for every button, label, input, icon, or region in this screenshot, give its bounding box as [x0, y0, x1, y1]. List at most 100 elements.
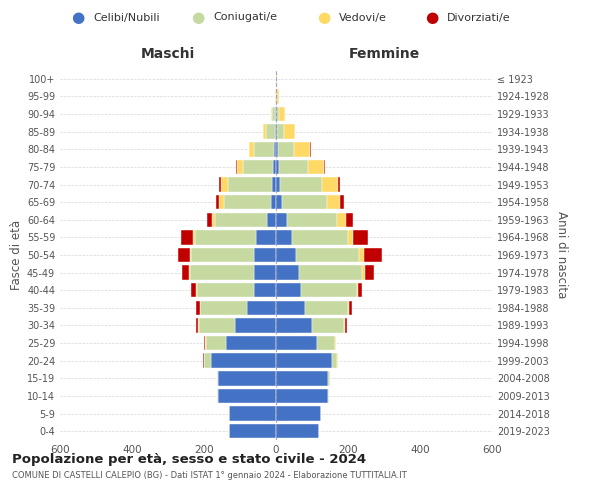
Bar — [218, 388, 276, 403]
Bar — [276, 142, 278, 156]
Text: ●: ● — [191, 10, 205, 25]
Text: COMUNE DI CASTELLI CALEPIO (BG) - Dati ISTAT 1° gennaio 2024 - Elaborazione TUTT: COMUNE DI CASTELLI CALEPIO (BG) - Dati I… — [12, 470, 407, 480]
Bar — [189, 266, 190, 280]
Bar — [317, 336, 335, 350]
Bar — [254, 142, 274, 156]
Bar — [277, 107, 279, 122]
Bar — [218, 371, 276, 386]
Bar — [217, 371, 218, 386]
Bar — [235, 318, 276, 332]
Bar — [215, 212, 267, 227]
Bar — [191, 248, 254, 262]
Bar — [279, 107, 284, 122]
Bar — [276, 212, 287, 227]
Bar — [345, 318, 347, 332]
Bar — [266, 124, 275, 139]
Bar — [324, 160, 325, 174]
Bar — [344, 318, 345, 332]
Bar — [276, 266, 299, 280]
Bar — [199, 318, 235, 332]
Bar — [322, 178, 338, 192]
Bar — [206, 212, 212, 227]
Bar — [204, 354, 211, 368]
Bar — [276, 336, 317, 350]
Bar — [364, 248, 382, 262]
Bar — [328, 388, 329, 403]
Bar — [220, 178, 221, 192]
Bar — [278, 142, 294, 156]
Bar — [271, 107, 272, 122]
Bar — [328, 371, 330, 386]
Bar — [212, 212, 215, 227]
Bar — [276, 230, 292, 244]
Bar — [254, 248, 276, 262]
Text: ●: ● — [425, 10, 439, 25]
Bar — [249, 142, 254, 156]
Bar — [275, 124, 276, 139]
Bar — [217, 388, 218, 403]
Bar — [337, 212, 346, 227]
Bar — [276, 318, 312, 332]
Bar — [272, 107, 275, 122]
Bar — [226, 336, 276, 350]
Bar — [353, 230, 368, 244]
Bar — [273, 160, 276, 174]
Bar — [254, 283, 276, 298]
Bar — [276, 160, 279, 174]
Bar — [211, 354, 276, 368]
Bar — [276, 424, 319, 438]
Bar — [221, 178, 229, 192]
Bar — [332, 354, 337, 368]
Bar — [195, 230, 256, 244]
Bar — [254, 266, 276, 280]
Bar — [276, 178, 280, 192]
Bar — [271, 195, 276, 210]
Bar — [276, 406, 321, 421]
Bar — [328, 195, 340, 210]
Bar — [216, 195, 220, 210]
Bar — [349, 300, 352, 315]
Bar — [272, 178, 276, 192]
Bar — [279, 160, 308, 174]
Text: Coniugati/e: Coniugati/e — [213, 12, 277, 22]
Bar — [197, 283, 254, 298]
Bar — [336, 336, 337, 350]
Bar — [224, 195, 271, 210]
Y-axis label: Fasce di età: Fasce di età — [10, 220, 23, 290]
Bar — [276, 371, 328, 386]
Bar — [182, 266, 189, 280]
Bar — [190, 248, 191, 262]
Bar — [237, 160, 242, 174]
Text: ●: ● — [317, 10, 331, 25]
Bar — [357, 283, 358, 298]
Bar — [294, 142, 310, 156]
Bar — [348, 230, 353, 244]
Text: Maschi: Maschi — [141, 47, 195, 61]
Bar — [181, 230, 193, 244]
Bar — [206, 336, 226, 350]
Text: Celibi/Nubili: Celibi/Nubili — [93, 12, 160, 22]
Bar — [346, 212, 353, 227]
Bar — [275, 89, 276, 104]
Bar — [292, 230, 348, 244]
Bar — [276, 300, 305, 315]
Bar — [229, 178, 272, 192]
Text: Divorziati/e: Divorziati/e — [447, 12, 511, 22]
Bar — [236, 160, 237, 174]
Bar — [312, 318, 344, 332]
Bar — [276, 354, 332, 368]
Bar — [287, 212, 337, 227]
Bar — [301, 283, 357, 298]
Bar — [263, 124, 266, 139]
Bar — [274, 142, 276, 156]
Text: ●: ● — [71, 10, 85, 25]
Bar — [283, 195, 328, 210]
Bar — [276, 283, 301, 298]
Bar — [267, 212, 276, 227]
Bar — [296, 248, 359, 262]
Bar — [308, 160, 324, 174]
Y-axis label: Anni di nascita: Anni di nascita — [555, 212, 568, 298]
Bar — [276, 72, 277, 86]
Bar — [277, 89, 279, 104]
Bar — [365, 266, 374, 280]
